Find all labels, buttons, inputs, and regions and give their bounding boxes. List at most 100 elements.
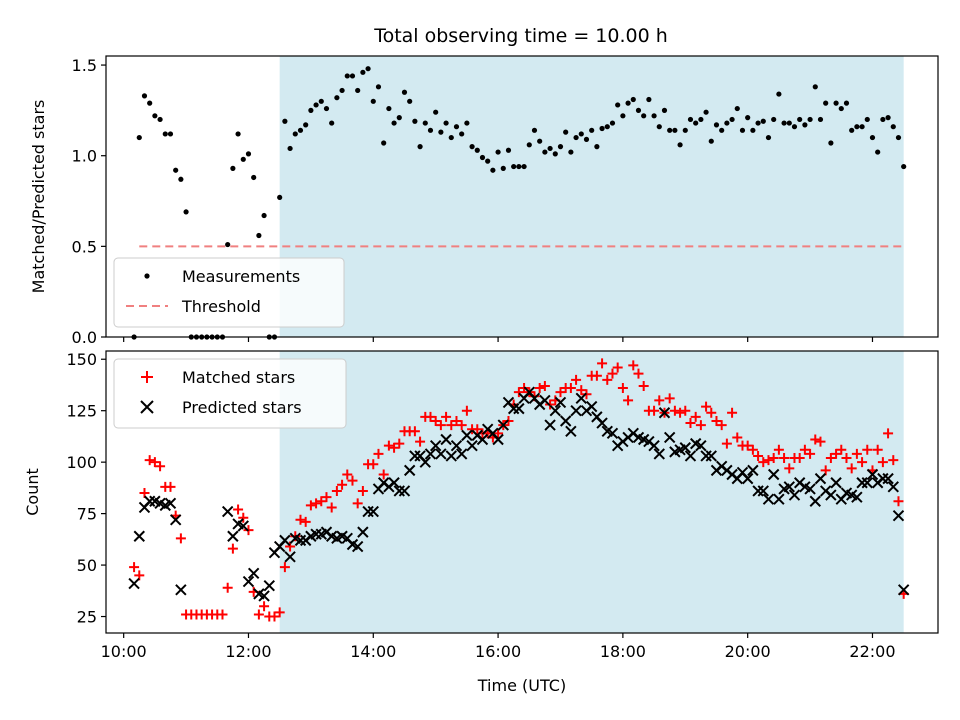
data-point xyxy=(453,124,460,130)
data-point xyxy=(318,98,324,104)
data-point xyxy=(679,442,691,454)
shaded-span xyxy=(279,56,904,337)
legend: Matched stars Predicted stars xyxy=(113,358,347,429)
x-tick-label: 22:00 xyxy=(849,642,895,661)
data-point xyxy=(607,368,618,379)
data-point xyxy=(476,433,489,446)
data-point xyxy=(472,424,483,435)
data-point xyxy=(419,456,431,468)
legend-box xyxy=(113,358,347,429)
data-point xyxy=(425,411,436,422)
data-point xyxy=(409,426,420,437)
data-point xyxy=(857,457,868,468)
data-point xyxy=(767,468,780,481)
data-point xyxy=(698,116,704,123)
data-point xyxy=(238,512,249,523)
data-point xyxy=(516,163,522,170)
data-point xyxy=(373,448,384,459)
data-point xyxy=(461,405,472,416)
data-point xyxy=(663,431,676,444)
data-point xyxy=(727,407,738,418)
data-point xyxy=(862,444,873,455)
data-point xyxy=(261,212,267,219)
data-point xyxy=(526,142,532,148)
data-point xyxy=(849,127,855,133)
data-point xyxy=(851,491,863,503)
data-point xyxy=(604,124,610,130)
data-point xyxy=(557,144,564,150)
data-point xyxy=(128,577,140,590)
data-point xyxy=(351,540,364,553)
data-point xyxy=(883,428,894,439)
data-point xyxy=(513,387,524,398)
data-point xyxy=(497,419,509,431)
data-point xyxy=(713,122,720,128)
data-point xyxy=(814,472,827,485)
x-tick-label: 20:00 xyxy=(725,642,771,661)
x-tick-label: 18:00 xyxy=(600,642,646,661)
data-point xyxy=(747,444,758,455)
data-point xyxy=(294,534,307,547)
data-point xyxy=(285,541,296,552)
data-point xyxy=(461,429,473,442)
data-point xyxy=(838,105,844,112)
data-point xyxy=(571,374,582,385)
data-point xyxy=(547,145,553,152)
data-point xyxy=(334,95,340,101)
data-point xyxy=(869,134,876,141)
data-point xyxy=(233,504,244,515)
data-point xyxy=(381,140,387,146)
data-point xyxy=(612,362,623,373)
data-point xyxy=(575,392,587,405)
legend-marker xyxy=(141,371,153,383)
data-point xyxy=(661,107,668,113)
data-point xyxy=(415,436,426,447)
data-point xyxy=(507,402,520,415)
data-point xyxy=(263,579,275,592)
x-tick-label: 16:00 xyxy=(475,642,521,661)
data-point xyxy=(833,100,839,106)
data-point xyxy=(783,481,795,493)
data-point xyxy=(609,120,616,126)
data-point xyxy=(703,109,709,115)
data-point xyxy=(554,396,567,409)
data-point xyxy=(412,118,418,124)
data-point xyxy=(597,358,608,369)
data-point xyxy=(279,562,290,573)
data-point xyxy=(162,131,168,137)
data-point xyxy=(305,500,316,511)
data-point xyxy=(456,420,467,431)
data-point xyxy=(602,374,613,385)
data-point xyxy=(732,432,743,443)
data-point xyxy=(221,505,234,518)
data-point xyxy=(851,448,862,459)
data-point xyxy=(407,98,413,104)
data-point xyxy=(329,120,335,126)
x-tick-label: 14:00 xyxy=(350,642,396,661)
legend: Measurements Threshold xyxy=(113,257,345,328)
data-point xyxy=(669,405,680,416)
data-point xyxy=(750,127,756,133)
data-point xyxy=(323,105,330,112)
data-point xyxy=(247,567,260,580)
data-point xyxy=(690,411,701,422)
data-point xyxy=(424,448,437,460)
data-point xyxy=(861,477,873,489)
series-2 xyxy=(128,386,910,602)
data-point xyxy=(716,420,727,431)
data-point xyxy=(398,485,411,497)
data-point xyxy=(585,400,598,413)
data-point xyxy=(401,89,408,95)
legend-marker xyxy=(140,400,154,414)
data-point xyxy=(680,405,691,416)
data-point xyxy=(446,420,457,431)
data-point xyxy=(705,450,717,462)
data-point xyxy=(440,433,452,446)
data-point xyxy=(493,428,504,439)
data-point xyxy=(739,127,746,133)
data-point xyxy=(450,439,463,452)
data-point xyxy=(310,528,322,540)
legend-entry-label: Threshold xyxy=(181,297,261,316)
data-point xyxy=(225,241,231,248)
data-point xyxy=(183,209,189,215)
